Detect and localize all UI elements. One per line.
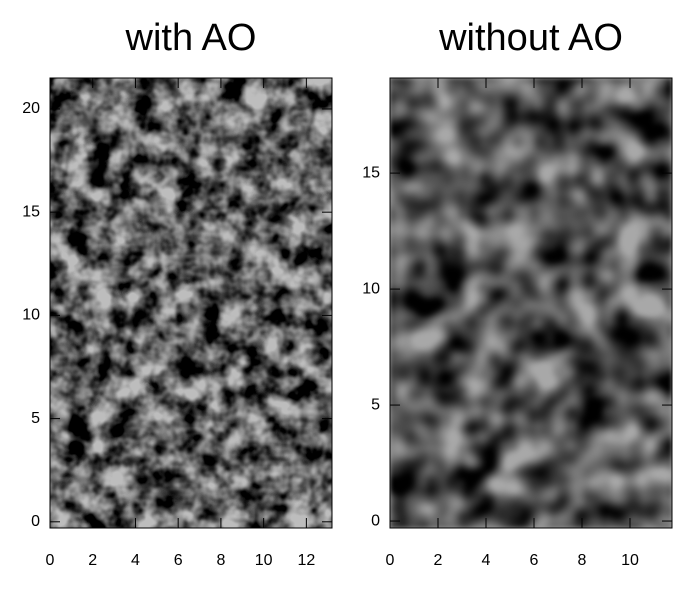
granulation-image bbox=[50, 78, 332, 528]
panel-title: without AO bbox=[438, 17, 623, 59]
x-tick-label: 6 bbox=[174, 552, 183, 569]
y-tick-label: 20 bbox=[22, 100, 40, 117]
x-tick-label: 2 bbox=[434, 552, 443, 569]
y-tick-label: 0 bbox=[31, 513, 40, 530]
frame bbox=[389, 77, 673, 529]
y-tick-label: 10 bbox=[362, 280, 380, 297]
x-tick-label: 12 bbox=[297, 552, 315, 569]
x-tick-label: 4 bbox=[131, 552, 140, 569]
panel-title: with AO bbox=[125, 17, 257, 59]
frame bbox=[49, 77, 333, 529]
y-tick-label: 0 bbox=[371, 512, 380, 529]
x-tick-label: 10 bbox=[255, 552, 273, 569]
x-tick-label: 8 bbox=[216, 552, 225, 569]
y-tick-label: 5 bbox=[31, 410, 40, 427]
y-tick-label: 10 bbox=[22, 307, 40, 324]
panel: with AO 0 2 4 6 8 10 12 0 5 10 15 20 bbox=[22, 17, 333, 569]
x-tick-label: 0 bbox=[386, 552, 395, 569]
x-tick-label: 8 bbox=[578, 552, 587, 569]
panel: without AO 0 2 4 6 8 10 0 5 10 15 bbox=[362, 17, 673, 569]
x-tick-label: 0 bbox=[46, 552, 55, 569]
x-tick-label: 10 bbox=[621, 552, 639, 569]
x-tick-label: 4 bbox=[482, 552, 491, 569]
y-tick-label: 5 bbox=[371, 396, 380, 413]
granulation-image bbox=[390, 78, 672, 528]
y-tick-label: 15 bbox=[362, 164, 380, 181]
x-tick-label: 6 bbox=[530, 552, 539, 569]
y-tick-label: 15 bbox=[22, 203, 40, 220]
x-tick-label: 2 bbox=[88, 552, 97, 569]
